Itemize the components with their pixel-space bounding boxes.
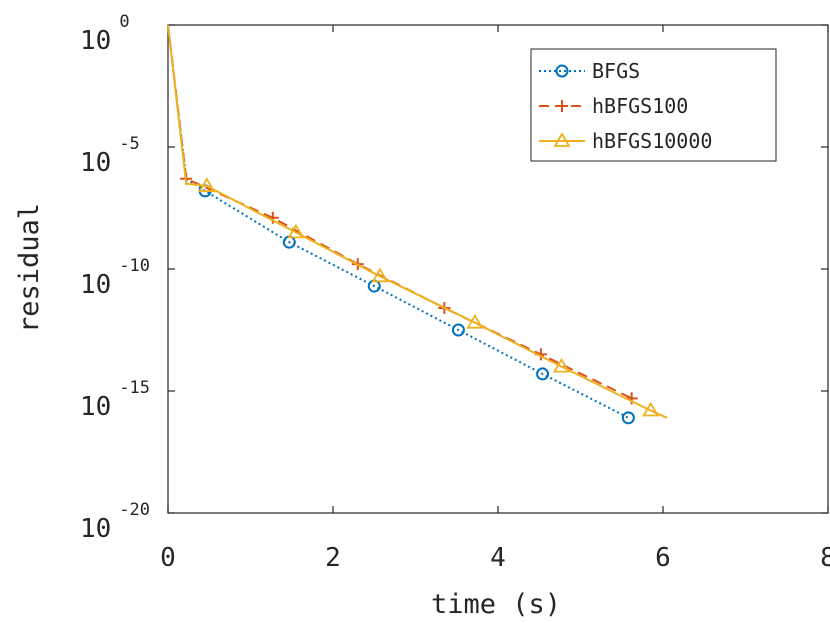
series-line [167, 24, 629, 419]
y-tick-exponent: -15 [119, 378, 150, 398]
triangle-marker [552, 357, 571, 373]
x-axis-label: time (s) [431, 589, 561, 620]
x-axis: 0 2 4 6 8 [160, 25, 830, 573]
triangle-marker [371, 267, 389, 283]
plus-marker [556, 100, 568, 112]
legend-entry-bfgs: BFGS [539, 59, 640, 83]
y-tick-exponent: -20 [119, 500, 150, 520]
circle-marker [621, 411, 635, 425]
legend-entry-hbfgs100: hBFGS100 [539, 94, 688, 118]
legend-label: BFGS [592, 59, 640, 83]
y-tick-label: 10-20 [80, 500, 150, 544]
circle-marker [536, 367, 550, 381]
triangle-marker [198, 177, 216, 192]
x-tick-label: 4 [490, 543, 506, 573]
circle-marker [555, 64, 569, 78]
x-tick-label: 6 [655, 543, 671, 573]
series-bfgs [167, 24, 635, 425]
y-tick-exponent: 0 [119, 12, 129, 32]
y-tick-label: 10-10 [80, 256, 150, 300]
y-axis-label: residual [14, 203, 45, 333]
series-line [167, 24, 668, 419]
legend-entry-hbfgs10000: hBFGS10000 [539, 129, 712, 153]
y-tick-label: 10-5 [80, 134, 140, 178]
y-tick-exponent: -10 [119, 256, 150, 276]
legend[interactable]: BFGS hBFGS100 hBFGS10000 [530, 48, 777, 162]
triangle-marker [642, 401, 660, 417]
triangle-marker [553, 132, 571, 147]
triangle-marker [287, 223, 305, 239]
legend-label: hBFGS10000 [592, 129, 712, 153]
y-tick-exponent: -5 [119, 134, 139, 154]
x-tick-label: 2 [325, 543, 341, 573]
y-tick-label: 10-15 [80, 378, 150, 422]
series-hbfgs10000 [167, 24, 668, 419]
x-tick-label: 0 [160, 543, 176, 573]
legend-label: hBFGS100 [592, 94, 688, 118]
circle-marker [451, 323, 465, 337]
y-tick-label: 100 [80, 12, 130, 56]
x-tick-label: 8 [820, 543, 830, 573]
series-layer [167, 24, 668, 425]
triangle-marker [466, 313, 484, 329]
